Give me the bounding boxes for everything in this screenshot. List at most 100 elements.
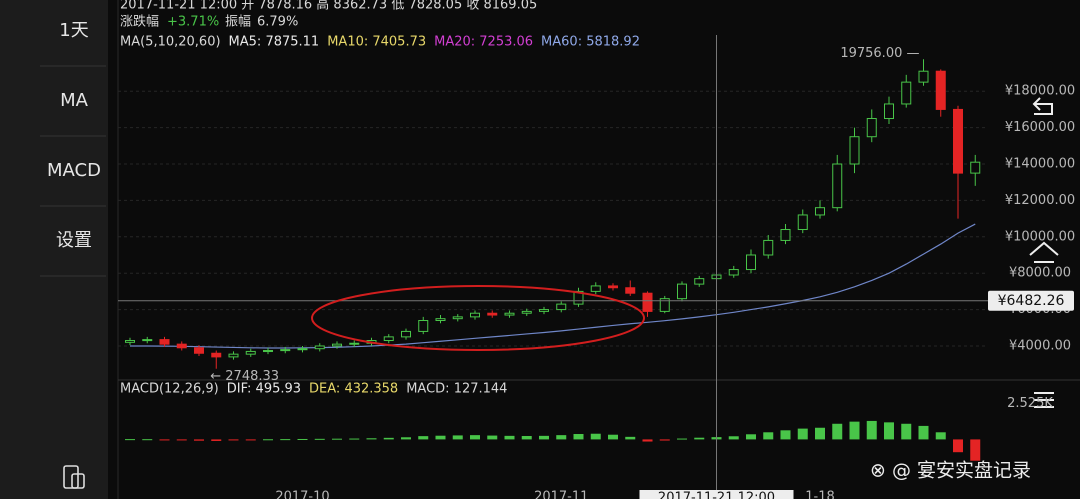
candle-body (314, 345, 325, 350)
candle-body (608, 285, 618, 289)
sidebar (0, 0, 108, 499)
legend-item: MACD(12,26,9) (120, 382, 219, 397)
macd-bar (142, 439, 153, 441)
candle-body (211, 352, 222, 358)
candle-body (694, 278, 705, 285)
candle-body (470, 312, 480, 318)
x-tick-label: 2017-11 (534, 490, 588, 499)
macd-bar (625, 436, 636, 440)
macd-bar (401, 437, 411, 440)
button-label[interactable]: 设置 (56, 230, 92, 251)
sidebar-button[interactable]: MACD (47, 160, 101, 181)
change-label: 涨跌幅 (120, 14, 159, 30)
button-label[interactable]: MA (60, 90, 89, 111)
candle-body (332, 343, 342, 347)
macd-bar (487, 435, 498, 440)
macd-bar (918, 425, 929, 440)
header-line: 2017-11-21 12:00 开 7878.16 高 8362.73 低 7… (120, 0, 537, 13)
candle-body (866, 118, 877, 138)
candle-body (435, 318, 446, 321)
macd-bar (228, 439, 239, 441)
y-tick-label: ¥12000.00 (1005, 193, 1075, 208)
macd-bar (366, 438, 377, 440)
candle-body (625, 287, 636, 294)
macd-bar (849, 421, 860, 440)
button-label[interactable]: 1天 (59, 20, 88, 41)
macd-bar (746, 434, 756, 440)
macd-bar (608, 434, 618, 440)
macd-bar (176, 439, 187, 441)
macd-bar (159, 439, 170, 441)
macd-bar (590, 433, 601, 440)
macd-bar (797, 428, 808, 440)
annotation: 19756.00 — (840, 46, 919, 61)
price-box (988, 290, 1074, 311)
macd-bar (677, 438, 687, 440)
macd-bar (435, 435, 446, 440)
sidebar-separators (40, 65, 106, 277)
rotate-icon[interactable] (63, 465, 85, 489)
sidebar-button[interactable]: MA (60, 90, 89, 111)
legend-item: DIF: 495.93 (227, 382, 301, 397)
x-tick-label: 1-18 (805, 490, 835, 499)
macd-bar (953, 439, 963, 453)
macd-bar (780, 430, 791, 440)
amplitude-label: 振幅 (225, 15, 251, 30)
candle-body (504, 312, 515, 316)
y-tick-label: ¥18000.00 (1005, 84, 1075, 99)
candle-body (418, 319, 429, 332)
macd-bar (314, 438, 325, 440)
macd-bar (556, 435, 567, 440)
time-box (639, 490, 794, 499)
macd-bar (642, 439, 653, 442)
macd-bar (694, 437, 705, 440)
candle-body (228, 353, 239, 358)
candle-body (746, 254, 756, 271)
candle-body (297, 348, 308, 351)
candle-body (728, 269, 739, 276)
y-tick-label: ¥16000.00 (1005, 120, 1075, 135)
candle-body (659, 298, 670, 312)
sidebar-button[interactable]: 设置 (56, 230, 92, 251)
macd-bar (901, 423, 912, 440)
highlight-ellipse (311, 285, 645, 351)
candle-body (763, 239, 774, 256)
candle-body (349, 342, 360, 345)
candle-body (780, 229, 791, 241)
macd-bar (884, 422, 894, 440)
macd-bar (728, 436, 739, 440)
y-tick-label: 2.525K (1007, 396, 1053, 411)
candle-body (953, 108, 963, 174)
candle-body (590, 285, 601, 292)
candle-body (194, 347, 204, 354)
macd-bar (935, 432, 946, 440)
button-label[interactable]: MACD (47, 160, 101, 181)
y-tick-label: ¥14000.00 (1005, 157, 1075, 172)
macd-bar (539, 435, 549, 440)
y-tick-label: ¥4000.00 (1009, 338, 1071, 353)
candle-body (539, 309, 549, 312)
candle-body (901, 81, 912, 105)
ma-line (130, 223, 976, 349)
candle-body (521, 310, 532, 314)
macd-bar (573, 434, 584, 440)
candle-body (918, 70, 929, 83)
candle-body (159, 339, 170, 345)
candle-body (452, 316, 463, 320)
macd-bar (763, 432, 774, 440)
sidebar-button[interactable]: 1天 (59, 20, 88, 41)
candle-body (815, 207, 825, 216)
y-tick-label: ¥8000.00 (1009, 266, 1071, 281)
macd-bar (521, 435, 532, 440)
right-icons[interactable] (1029, 97, 1059, 408)
candle-body (142, 339, 153, 342)
macd-bar (245, 439, 256, 441)
candle-body (125, 340, 135, 343)
macd-bar (125, 439, 135, 441)
macd-bar (332, 438, 342, 440)
macd-bar (832, 423, 843, 440)
legend-item: MA(5,10,20,60) (120, 35, 221, 50)
candle-body (176, 343, 187, 349)
crosshair-time: 2017-11-21 12:00 (658, 491, 775, 499)
